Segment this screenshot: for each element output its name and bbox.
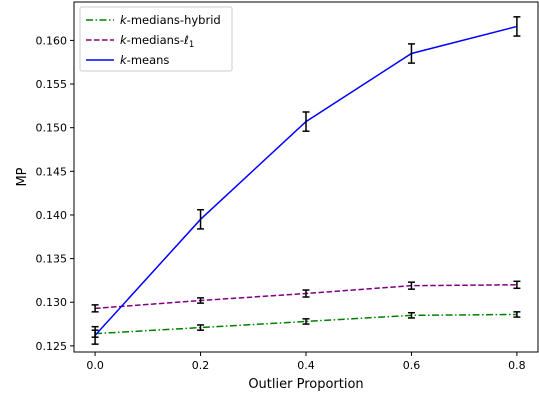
legend-item-1: k-medians-hybrid [86, 13, 221, 27]
series-3 [91, 16, 521, 345]
error-bar [513, 311, 521, 318]
legend-label: k-means [120, 53, 169, 67]
y-tick-label: 0.155 [36, 78, 68, 91]
series-line [94, 25, 518, 336]
error-bar [197, 208, 205, 230]
error-bar [407, 281, 415, 290]
error-bar [513, 16, 521, 37]
y-tick-label: 0.150 [36, 122, 68, 135]
error-bar [302, 111, 310, 132]
series-line [95, 313, 517, 335]
error-bar [407, 311, 415, 319]
legend-box [79, 6, 233, 72]
ticks-layer: 0.0 0.2 0.4 0.6 0.8 0.125 0.130 0.135 0.140 0.145… [36, 34, 526, 372]
y-tick-label: 0.160 [36, 34, 68, 47]
error-bar [91, 304, 99, 313]
plot-frame [73, 1, 539, 353]
x-tick-label: 0.6 [403, 359, 421, 372]
x-axis-label: Outlier Proportion [248, 377, 363, 392]
legend-item-2: k-medians-ℓ1 [86, 33, 194, 50]
x-tick-label: 0.0 [86, 359, 104, 372]
x-tick-label: 0.8 [508, 359, 526, 372]
legend-label: k-medians-hybrid [120, 13, 221, 27]
series-2 [91, 280, 521, 313]
y-tick-label: 0.135 [36, 253, 68, 266]
error-bar [407, 43, 415, 64]
error-bar [302, 289, 310, 298]
y-tick-label: 0.145 [36, 165, 68, 178]
error-bar [197, 297, 205, 304]
error-bar [91, 325, 99, 345]
error-bar [197, 324, 205, 331]
x-tick-label: 0.2 [192, 359, 210, 372]
y-axis-label: MP [15, 167, 30, 186]
x-tick-label: 0.4 [297, 359, 315, 372]
legend-label: k-medians-ℓ1 [120, 33, 194, 50]
series-layer [91, 16, 521, 345]
legend-item-3: k-means [86, 53, 169, 67]
y-tick-label: 0.140 [36, 209, 68, 222]
y-tick-label: 0.130 [36, 296, 68, 309]
series-1 [91, 311, 521, 338]
error-bar [302, 318, 310, 325]
y-tick-label: 0.125 [36, 340, 68, 353]
error-bar [513, 280, 521, 290]
legend: k-medians-hybrid k-medians-ℓ1 k-means [79, 6, 233, 72]
